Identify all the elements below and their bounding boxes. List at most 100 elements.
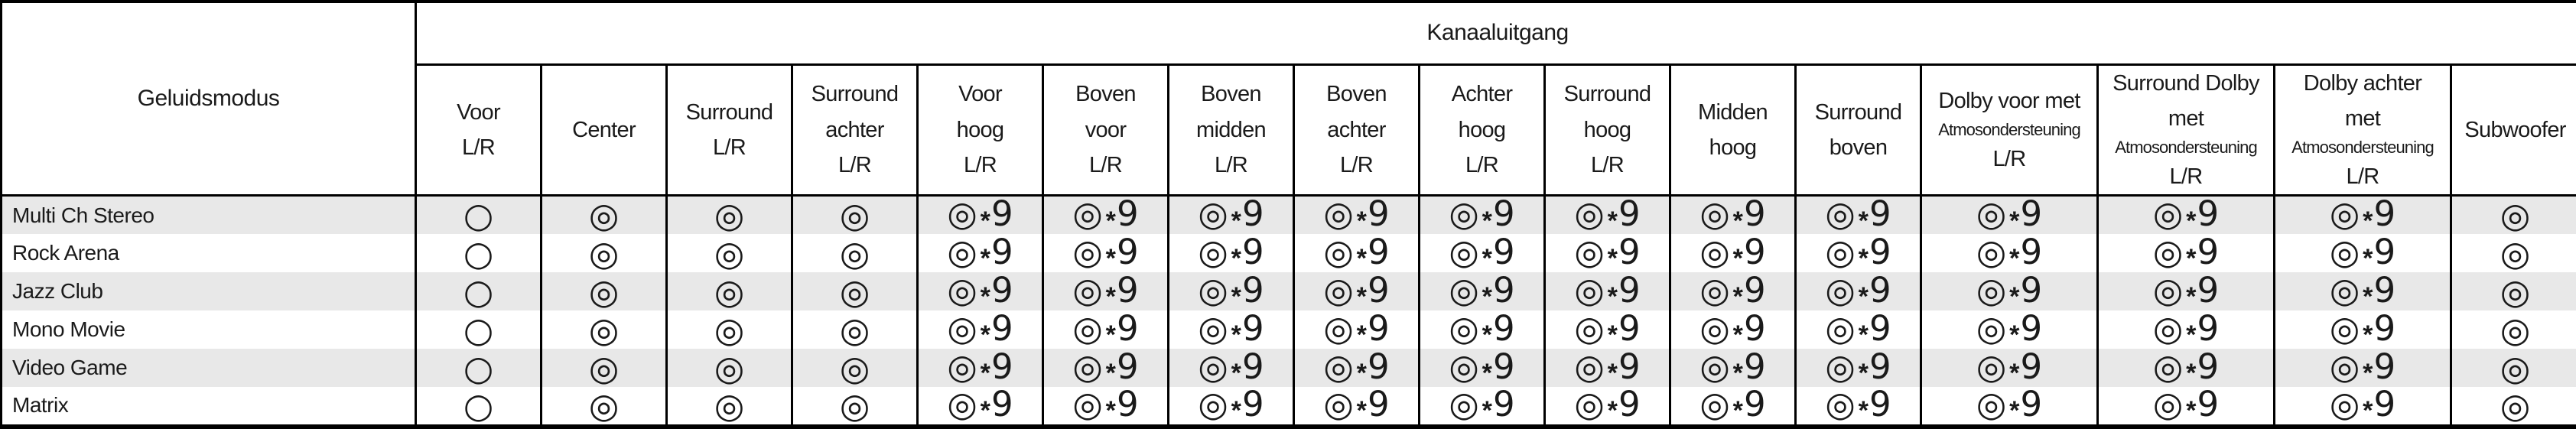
- channel-cell: ◎*9: [1043, 196, 1169, 234]
- footnote-asterisk-icon: *: [1733, 396, 1743, 425]
- channel-cell: ◎*9: [1670, 196, 1796, 234]
- sound-mode-label: Rock Arena: [2, 234, 416, 272]
- footnote-asterisk-icon: *: [981, 244, 990, 273]
- footnote-asterisk-icon: *: [1106, 320, 1116, 349]
- channel-cell: ◎*9: [1169, 272, 1294, 310]
- channel-cell: ◎*9: [1670, 349, 1796, 387]
- footnote-asterisk-icon: *: [1231, 244, 1241, 273]
- column-header-2: Center: [542, 64, 667, 196]
- channel-cell: ◎: [2451, 310, 2576, 349]
- channel-cell: ◎: [667, 234, 792, 272]
- channel-cell: ◎*9: [1545, 196, 1670, 234]
- column-header-6: Boven voor L/R: [1043, 64, 1169, 196]
- column-header-text: Surround L/R: [668, 95, 791, 166]
- footnote-asterisk-icon: *: [2363, 244, 2373, 273]
- table-row: Matrix○◎◎◎◎*9◎*9◎*9◎*9◎*9◎*9◎*9◎*9◎*9◎*9…: [2, 387, 2576, 427]
- footnote-asterisk-icon: *: [2009, 282, 2019, 311]
- channel-cell: ◎*9: [2275, 196, 2451, 234]
- channel-cell: ◎*9: [918, 387, 1043, 427]
- footnote-asterisk-icon: *: [1106, 396, 1116, 425]
- column-header-text: Surround achter L/R: [793, 76, 916, 183]
- channel-cell: ◎*9: [1169, 349, 1294, 387]
- column-header-text: Subwoofer: [2452, 112, 2576, 148]
- channel-cell: ◎*9: [1169, 387, 1294, 427]
- column-header-16: Subwoofer: [2451, 64, 2576, 196]
- column-header-text: Surround boven: [1797, 95, 1920, 166]
- channel-cell: ◎: [542, 234, 667, 272]
- channel-cell: ○: [416, 349, 542, 387]
- channel-cell: ◎: [2451, 349, 2576, 387]
- channel-cell: ◎*9: [1420, 272, 1545, 310]
- channel-cell: ◎*9: [1670, 310, 1796, 349]
- channel-cell: ◎*9: [1420, 234, 1545, 272]
- footnote-asterisk-icon: *: [1733, 359, 1743, 388]
- channel-cell: ○: [416, 234, 542, 272]
- channel-cell: ◎*9: [918, 272, 1043, 310]
- channel-cell: ◎*9: [1545, 310, 1670, 349]
- channel-cell: ◎*9: [1670, 387, 1796, 427]
- channel-cell: ◎: [792, 310, 918, 349]
- column-header-text: Center: [542, 112, 665, 148]
- table-row: Rock Arena○◎◎◎◎*9◎*9◎*9◎*9◎*9◎*9◎*9◎*9◎*…: [2, 234, 2576, 272]
- column-header-text: Midden hoog: [1671, 95, 1794, 166]
- channel-cell: ◎*9: [1294, 234, 1420, 272]
- footnote-asterisk-icon: *: [981, 320, 990, 349]
- footnote-asterisk-icon: *: [2009, 244, 2019, 273]
- footnote-asterisk-icon: *: [2363, 320, 2373, 349]
- footnote-asterisk-icon: *: [2186, 244, 2196, 273]
- channel-cell: ◎*9: [1420, 387, 1545, 427]
- column-header-4: Surround achter L/R: [792, 64, 918, 196]
- column-header-1: Voor L/R: [416, 64, 542, 196]
- column-header-text: Surround hoog L/R: [1546, 76, 1669, 183]
- channel-cell: ◎*9: [1921, 349, 2098, 387]
- footnote-asterisk-icon: *: [1357, 320, 1367, 349]
- footnote-asterisk-icon: *: [1482, 396, 1492, 425]
- channel-cell: ◎: [542, 310, 667, 349]
- column-header-text: Dolby voor met: [1922, 83, 2096, 119]
- sound-mode-label: Multi Ch Stereo: [2, 196, 416, 234]
- column-header-text: Boven achter L/R: [1295, 76, 1418, 183]
- channel-cell: ◎*9: [1670, 272, 1796, 310]
- footnote-asterisk-icon: *: [1859, 282, 1869, 311]
- column-header-text: Dolby achter met: [2275, 66, 2450, 137]
- footnote-asterisk-icon: *: [1733, 282, 1743, 311]
- channel-cell: ◎: [667, 272, 792, 310]
- footnote-asterisk-icon: *: [1357, 282, 1367, 311]
- channel-cell: ◎*9: [2098, 196, 2275, 234]
- channel-cell: ◎*9: [1796, 234, 1921, 272]
- footnote-asterisk-icon: *: [2363, 396, 2373, 425]
- footnote-asterisk-icon: *: [981, 359, 990, 388]
- channel-cell: ◎*9: [1169, 234, 1294, 272]
- channel-cell: ◎*9: [918, 349, 1043, 387]
- footnote-asterisk-icon: *: [1608, 206, 1618, 236]
- channel-cell: ◎*9: [1545, 387, 1670, 427]
- channel-cell: ○: [416, 310, 542, 349]
- column-header-text: Achter hoog L/R: [1420, 76, 1543, 183]
- column-header-text: L/R: [1922, 141, 2096, 177]
- channel-cell: ◎*9: [1420, 310, 1545, 349]
- channel-cell: ◎: [667, 310, 792, 349]
- footnote-asterisk-icon: *: [1482, 282, 1492, 311]
- footnote-asterisk-icon: *: [1231, 282, 1241, 311]
- column-header-text: Atmosondersteuning: [1922, 119, 2096, 141]
- channel-cell: ◎: [542, 349, 667, 387]
- channel-cell: ◎*9: [1294, 387, 1420, 427]
- column-header-text: Boven voor L/R: [1044, 76, 1167, 183]
- channel-cell: ◎: [2451, 387, 2576, 427]
- column-header-text: Boven midden L/R: [1169, 76, 1293, 183]
- channel-cell: ◎: [792, 349, 918, 387]
- column-header-12: Surround boven: [1796, 64, 1921, 196]
- sound-mode-column-header: Geluidsmodus: [2, 2, 416, 196]
- channel-cell: ○: [416, 272, 542, 310]
- table-row: Multi Ch Stereo○◎◎◎◎*9◎*9◎*9◎*9◎*9◎*9◎*9…: [2, 196, 2576, 234]
- channel-cell: ◎*9: [1545, 349, 1670, 387]
- channel-cell: ◎*9: [918, 234, 1043, 272]
- column-header-10: Surround hoog L/R: [1545, 64, 1670, 196]
- footnote-asterisk-icon: *: [981, 396, 990, 425]
- footnote-asterisk-icon: *: [2186, 396, 2196, 425]
- sound-mode-label: Video Game: [2, 349, 416, 387]
- footnote-asterisk-icon: *: [1357, 244, 1367, 273]
- footnote-asterisk-icon: *: [1482, 244, 1492, 273]
- footnote-asterisk-icon: *: [2009, 206, 2019, 236]
